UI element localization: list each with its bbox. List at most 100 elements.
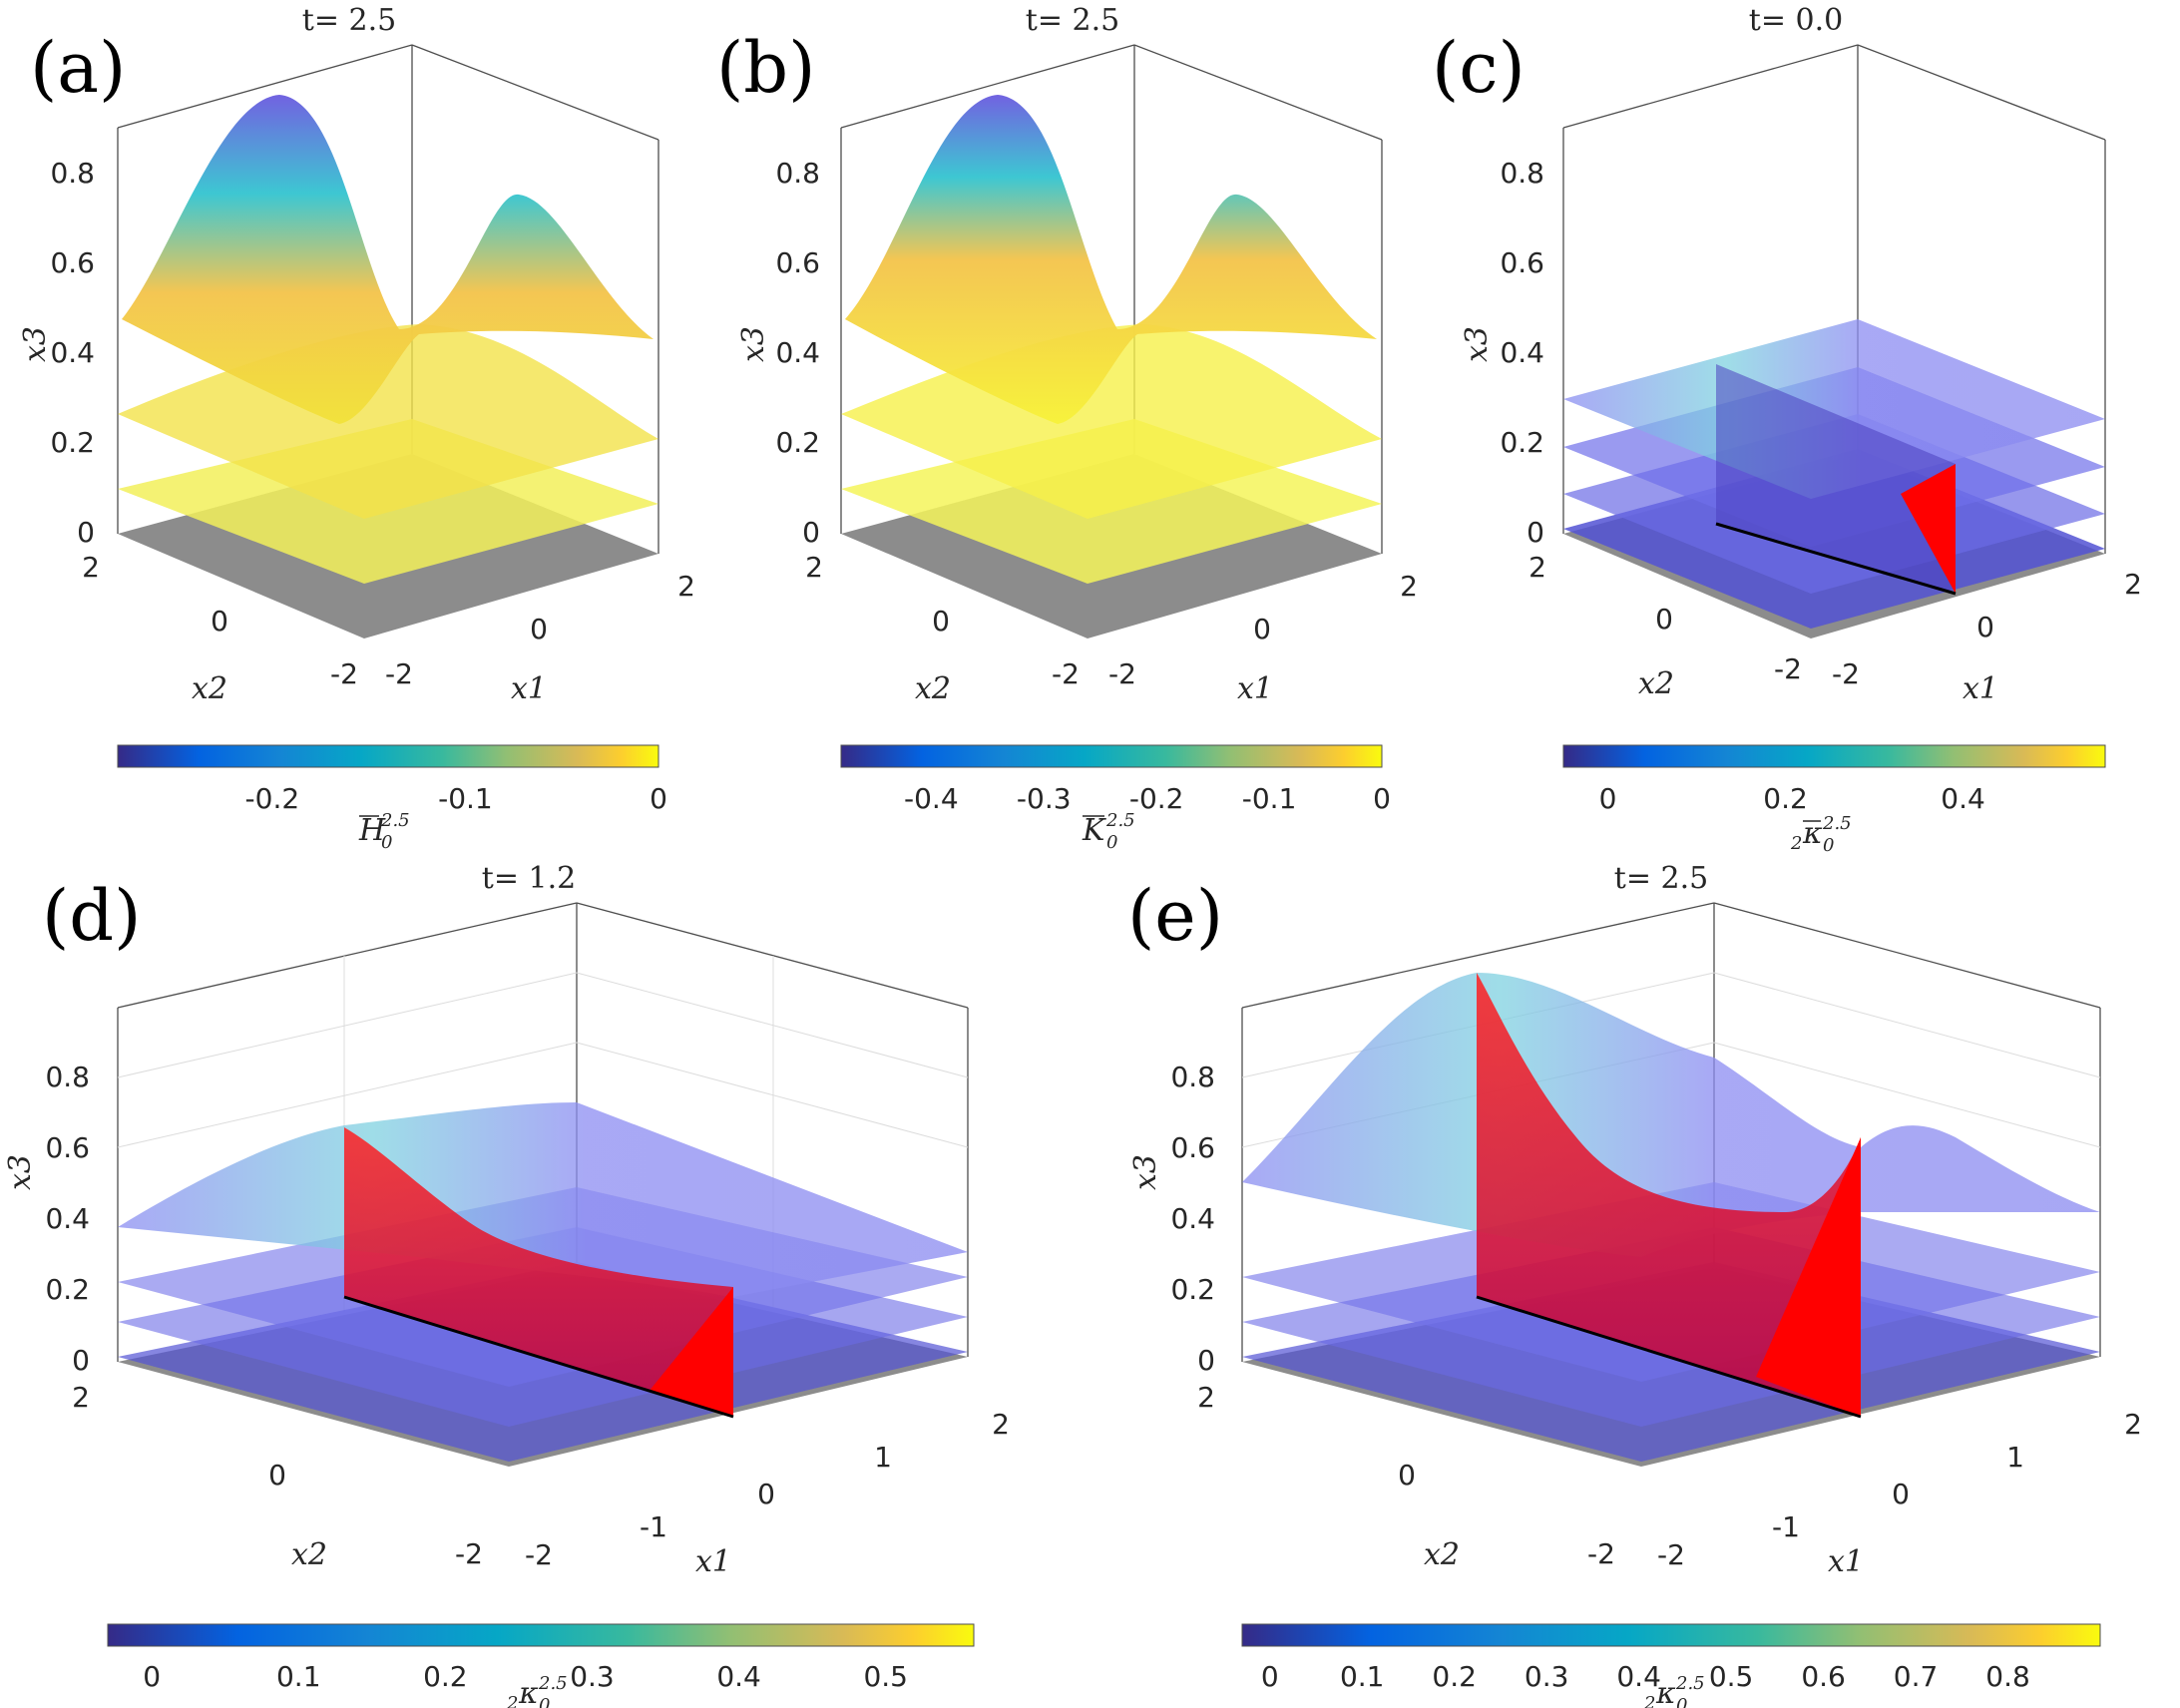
colorbar-tick-label: -0.1 (438, 782, 493, 815)
panel-b: (b) t= 2.5 0 0.2 0.4 0.6 0.8 x3 2 0 -2 x… (716, 3, 1418, 853)
svg-text:2: 2 (2124, 568, 2142, 601)
svg-text:0.2: 0.2 (1500, 426, 1544, 459)
panel-e-zlabel: x3 (1128, 1154, 1163, 1190)
panel-e: (e) t= 2.5 0 0.2 0.4 0.6 0.8 (1127, 861, 2142, 1708)
svg-text:0.4: 0.4 (45, 1202, 90, 1235)
panel-b-y-ticks: 2 0 -2 (805, 551, 1080, 690)
svg-text:-2: -2 (1587, 1537, 1615, 1570)
panel-c-title: t= 0.0 (1749, 3, 1843, 38)
colorbar-tick-label: 0.4 (716, 1660, 761, 1693)
colorbar-tick-label: 0.2 (1763, 782, 1808, 815)
panel-a: (a) t= 2.5 0 0.2 0.4 0.6 0.8 x3 2 0 -2 x (18, 3, 695, 853)
svg-text:2.5: 2.5 (380, 810, 410, 831)
svg-text:-2: -2 (455, 1537, 483, 1570)
colorbar-tick-label: 0.4 (1616, 1660, 1661, 1693)
panel-d-z-ticks: 0 0.2 0.4 0.6 0.8 (45, 1061, 90, 1377)
colorbar-tick-label: 0 (143, 1660, 161, 1693)
panel-d-axes-box (117, 902, 969, 1362)
panel-e-xlabel: x1 (1828, 1544, 1864, 1579)
svg-text:2: 2 (805, 551, 823, 584)
panel-b-x-ticks: -2 0 2 (1108, 570, 1418, 690)
panel-c-y-ticks: 2 0 -2 (1528, 551, 1802, 685)
svg-text:-2: -2 (385, 657, 413, 690)
svg-text:0: 0 (1526, 516, 1544, 549)
panel-a-xlabel: x1 (511, 671, 547, 706)
svg-text:2: 2 (1790, 833, 1802, 854)
svg-text:1: 1 (2006, 1441, 2024, 1474)
colorbar-tick-label: -0.2 (245, 782, 300, 815)
colorbar-tick-label: 0.5 (1709, 1660, 1754, 1693)
panel-d-xlabel: x1 (695, 1544, 731, 1579)
svg-text:0: 0 (932, 605, 950, 638)
svg-text:0.8: 0.8 (45, 1061, 90, 1093)
panel-e-z-ticks: 0 0.2 0.4 0.6 0.8 (1170, 1061, 1215, 1377)
panel-a-colorbar (117, 744, 659, 768)
panel-b-colorbar (840, 744, 1383, 768)
panel-c-colorbar-ticks: 0 0.2 0.4 (1599, 782, 1985, 815)
panel-b-xlabel: x1 (1237, 671, 1273, 706)
colorbar-tick-label: -0.4 (904, 782, 959, 815)
svg-text:0.8: 0.8 (775, 157, 820, 190)
svg-text:-1: -1 (640, 1510, 667, 1543)
svg-text:0.6: 0.6 (50, 246, 95, 279)
svg-text:2: 2 (1643, 1693, 1655, 1708)
svg-text:0.6: 0.6 (1170, 1131, 1215, 1164)
panel-e-colorbar (1241, 1623, 2101, 1647)
svg-text:2: 2 (506, 1693, 518, 1708)
svg-text:-2: -2 (1774, 652, 1802, 685)
colorbar-tick-label: 0 (1261, 1660, 1279, 1693)
svg-text:0.2: 0.2 (50, 426, 95, 459)
svg-text:0.8: 0.8 (50, 157, 95, 190)
colorbar-tick-label: 0.1 (276, 1660, 321, 1693)
svg-text:0.4: 0.4 (1170, 1202, 1215, 1235)
panel-a-x-ticks: -2 0 2 (385, 570, 695, 690)
panel-a-colorbar-ticks: -0.2 -0.1 0 (245, 782, 667, 815)
svg-text:0: 0 (1676, 1695, 1687, 1708)
svg-text:0.2: 0.2 (1170, 1273, 1215, 1306)
svg-text:2.5: 2.5 (1105, 810, 1135, 831)
svg-text:-2: -2 (525, 1538, 553, 1571)
panel-d-zlabel: x3 (3, 1154, 38, 1190)
colorbar-tick-label: 0 (1373, 782, 1391, 815)
svg-text:0: 0 (1976, 611, 1994, 643)
panel-b-colorbar-label: K 0 2.5 (1082, 810, 1135, 853)
panel-c-letter: (c) (1432, 27, 1526, 109)
colorbar-tick-label: -0.3 (1017, 782, 1072, 815)
panel-e-y-ticks: 2 0 -2 (1197, 1381, 1615, 1570)
panel-c-zlabel: x3 (1460, 326, 1495, 362)
svg-text:2: 2 (677, 570, 695, 603)
panel-e-red-front (1756, 1137, 1861, 1417)
svg-text:0: 0 (1655, 603, 1673, 636)
panel-c-colorbar-label: 2 κ 0 2.5 (1790, 813, 1852, 856)
panel-e-colorbar-ticks: 0 0.1 0.2 0.3 0.4 0.5 0.6 0.7 0.8 (1261, 1660, 2030, 1693)
svg-text:0: 0 (802, 516, 820, 549)
panel-b-letter: (b) (716, 27, 815, 109)
svg-text:0.6: 0.6 (1500, 246, 1544, 279)
svg-text:0.4: 0.4 (50, 336, 95, 369)
panel-a-title: t= 2.5 (302, 3, 396, 38)
svg-text:2: 2 (992, 1408, 1010, 1441)
panel-b-ylabel: x2 (915, 671, 951, 706)
panel-b-surface-top (845, 95, 1377, 424)
svg-text:-2: -2 (1052, 657, 1080, 690)
svg-text:0: 0 (1823, 835, 1834, 856)
svg-text:0: 0 (1197, 1344, 1215, 1377)
colorbar-tick-label: 0 (1599, 782, 1617, 815)
colorbar-tick-label: 0.1 (1340, 1660, 1385, 1693)
colorbar-tick-label: 0.4 (1941, 782, 1985, 815)
panel-d-colorbar-ticks: 0 0.1 0.2 0.3 0.4 0.5 (143, 1660, 908, 1693)
panel-a-letter: (a) (30, 27, 126, 109)
panel-d-ylabel: x2 (291, 1537, 327, 1572)
svg-text:2: 2 (1528, 551, 1546, 584)
panel-d-letter: (d) (42, 875, 141, 957)
svg-text:1: 1 (874, 1441, 892, 1474)
panel-d-title: t= 1.2 (482, 861, 576, 896)
svg-text:0.8: 0.8 (1500, 157, 1544, 190)
svg-text:0.6: 0.6 (775, 246, 820, 279)
panel-e-base-line (1476, 1295, 1862, 1419)
svg-text:0: 0 (211, 605, 228, 638)
panel-c-surface-3 (1563, 319, 2105, 499)
svg-text:κ: κ (518, 1676, 539, 1708)
svg-text:0.8: 0.8 (1170, 1061, 1215, 1093)
